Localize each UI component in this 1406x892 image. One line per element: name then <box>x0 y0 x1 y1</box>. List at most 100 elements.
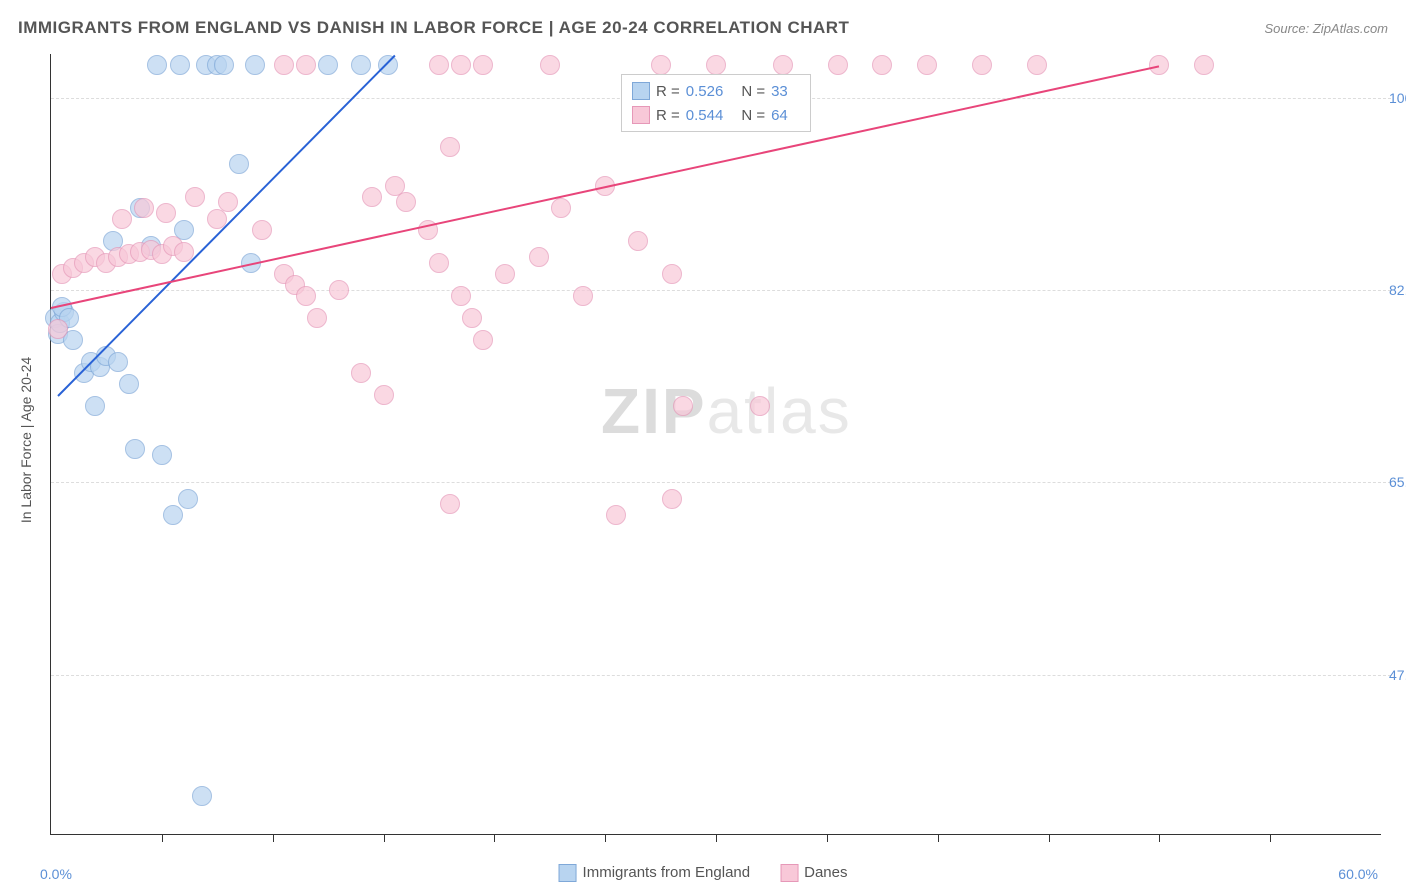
data-point <box>1194 55 1214 75</box>
y-tick-label: 100.0% <box>1389 90 1406 106</box>
legend-row: R =0.526N =33 <box>632 79 800 103</box>
data-point <box>112 209 132 229</box>
data-point <box>134 198 154 218</box>
x-tick <box>273 834 274 842</box>
gridline <box>51 290 1391 291</box>
plot-area: ZIPatlas 47.5%65.0%82.5%100.0%R =0.526N … <box>50 54 1381 835</box>
data-point <box>192 786 212 806</box>
data-point <box>573 286 593 306</box>
legend-item-england: Immigrants from England <box>559 864 751 882</box>
legend-n-value: 64 <box>771 107 788 124</box>
data-point <box>362 187 382 207</box>
data-point <box>628 231 648 251</box>
data-point <box>185 187 205 207</box>
data-point <box>85 396 105 416</box>
x-tick <box>938 834 939 842</box>
data-point <box>1027 55 1047 75</box>
x-tick <box>1270 834 1271 842</box>
swatch-icon <box>559 864 577 882</box>
swatch-icon <box>632 82 650 100</box>
trend-line <box>51 65 1160 309</box>
data-point <box>440 494 460 514</box>
data-point <box>245 55 265 75</box>
y-tick-label: 65.0% <box>1389 474 1406 490</box>
data-point <box>662 264 682 284</box>
data-point <box>396 192 416 212</box>
x-tick <box>716 834 717 842</box>
data-point <box>307 308 327 328</box>
data-point <box>218 192 238 212</box>
data-point <box>152 445 172 465</box>
legend-r-label: R = <box>656 83 680 100</box>
legend-bottom: Immigrants from England Danes <box>559 864 848 882</box>
data-point <box>125 439 145 459</box>
x-tick <box>1159 834 1160 842</box>
data-point <box>429 55 449 75</box>
data-point <box>440 137 460 157</box>
x-tick <box>827 834 828 842</box>
data-point <box>495 264 515 284</box>
data-point <box>214 55 234 75</box>
legend-item-danes: Danes <box>780 864 847 882</box>
data-point <box>108 352 128 372</box>
data-point <box>1149 55 1169 75</box>
x-min-label: 0.0% <box>40 866 72 882</box>
data-point <box>163 505 183 525</box>
data-point <box>170 55 190 75</box>
trend-line <box>57 54 395 396</box>
data-point <box>296 55 316 75</box>
data-point <box>462 308 482 328</box>
data-point <box>972 55 992 75</box>
data-point <box>473 55 493 75</box>
data-point <box>429 253 449 273</box>
data-point <box>651 55 671 75</box>
x-tick <box>605 834 606 842</box>
data-point <box>274 55 294 75</box>
swatch-icon <box>780 864 798 882</box>
x-max-label: 60.0% <box>1338 866 1378 882</box>
data-point <box>178 489 198 509</box>
x-tick <box>384 834 385 842</box>
y-tick-label: 82.5% <box>1389 282 1406 298</box>
data-point <box>773 55 793 75</box>
data-point <box>828 55 848 75</box>
data-point <box>296 286 316 306</box>
legend-n-label: N = <box>741 107 765 124</box>
x-tick <box>162 834 163 842</box>
legend-r-label: R = <box>656 107 680 124</box>
data-point <box>147 55 167 75</box>
data-point <box>662 489 682 509</box>
legend-r-value: 0.544 <box>686 107 724 124</box>
legend-n-label: N = <box>741 83 765 100</box>
data-point <box>606 505 626 525</box>
source-label: Source: ZipAtlas.com <box>1264 21 1388 36</box>
data-point <box>351 363 371 383</box>
watermark: ZIPatlas <box>601 374 852 448</box>
data-point <box>252 220 272 240</box>
data-point <box>750 396 770 416</box>
data-point <box>917 55 937 75</box>
data-point <box>48 319 68 339</box>
data-point <box>351 55 371 75</box>
legend-r-value: 0.526 <box>686 83 724 100</box>
correlation-legend: R =0.526N =33R =0.544N =64 <box>621 74 811 132</box>
data-point <box>673 396 693 416</box>
data-point <box>451 55 471 75</box>
data-point <box>374 385 394 405</box>
data-point <box>551 198 571 218</box>
gridline <box>51 482 1391 483</box>
gridline <box>51 675 1391 676</box>
data-point <box>451 286 471 306</box>
x-tick <box>494 834 495 842</box>
y-axis-label: In Labor Force | Age 20-24 <box>18 357 34 523</box>
x-tick <box>1049 834 1050 842</box>
data-point <box>156 203 176 223</box>
swatch-icon <box>632 106 650 124</box>
chart-title: IMMIGRANTS FROM ENGLAND VS DANISH IN LAB… <box>18 18 849 38</box>
data-point <box>119 374 139 394</box>
data-point <box>540 55 560 75</box>
data-point <box>378 55 398 75</box>
data-point <box>329 280 349 300</box>
data-point <box>473 330 493 350</box>
data-point <box>706 55 726 75</box>
